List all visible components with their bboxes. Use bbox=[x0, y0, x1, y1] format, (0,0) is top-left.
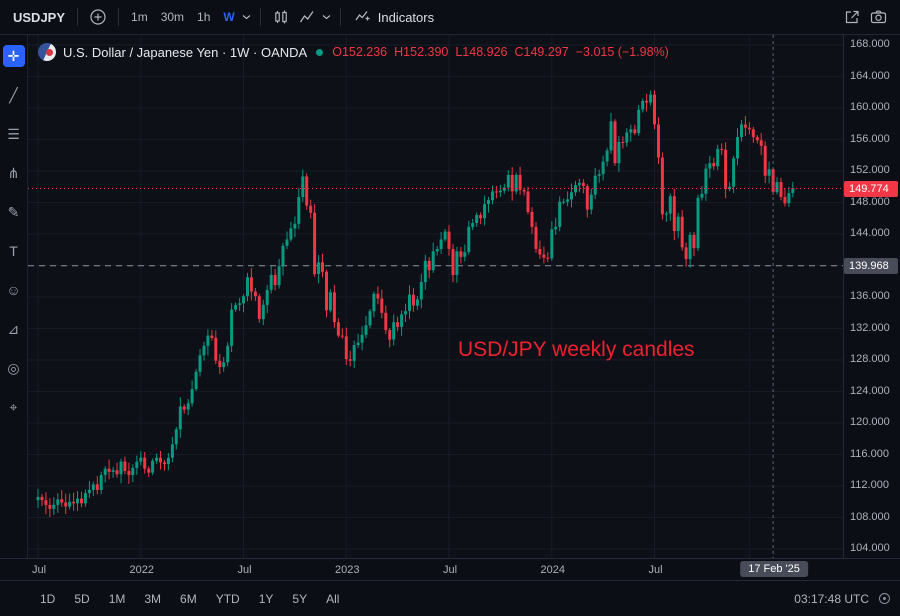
market-status-dot bbox=[316, 48, 324, 56]
price-tick: 128.000 bbox=[850, 353, 890, 365]
legend-title[interactable]: U.S. Dollar / Japanese Yen · 1W · OANDA bbox=[63, 44, 308, 60]
time-axis[interactable]: 17 Feb '25 Jul 2022 Jul 2023 Jul 2024 Jul bbox=[0, 558, 900, 580]
interval-group: 1m 30m 1h W bbox=[126, 8, 240, 26]
time-tick-Jul: Jul bbox=[648, 564, 663, 576]
interval-W[interactable]: W bbox=[223, 10, 235, 24]
legend-open: O152.236 bbox=[332, 45, 388, 59]
toolbar-divider bbox=[77, 8, 79, 26]
chevron-down-icon[interactable] bbox=[240, 12, 253, 22]
symbol-button[interactable]: USDJPY bbox=[8, 10, 70, 25]
range-3m-button[interactable]: 3M bbox=[144, 591, 162, 606]
brush-tool-icon[interactable]: ✎ bbox=[7, 203, 20, 220]
legend-low: L148.926 bbox=[455, 45, 508, 59]
settings-gear-icon[interactable] bbox=[879, 593, 890, 604]
time-tick-Jul: Jul bbox=[237, 564, 252, 576]
range-1y-button[interactable]: 1Y bbox=[258, 591, 274, 606]
range-5y-button[interactable]: 5Y bbox=[292, 591, 308, 606]
price-tick: 108.000 bbox=[850, 510, 890, 523]
screenshot-camera-icon[interactable] bbox=[865, 5, 892, 29]
indicators-icon bbox=[354, 7, 371, 27]
price-tick: 152.000 bbox=[850, 164, 890, 176]
price-tick: 112.000 bbox=[850, 479, 889, 491]
range-1d-button[interactable]: 1D bbox=[40, 591, 56, 606]
legend-change: −3.015 (−1.98%) bbox=[575, 45, 669, 59]
interval-1h[interactable]: 1h bbox=[197, 10, 211, 24]
top-toolbar: USDJPY 1m 30m 1h W Indicators bbox=[0, 0, 900, 35]
main-area: ✛ ╱ ☰ ⋔ ✎ T ☺ ⊿ ◎ ⌖ U.S. Dollar / Japanese Yen · … bbox=[0, 35, 900, 558]
interval-1m[interactable]: 1m bbox=[131, 10, 148, 24]
range-all-button[interactable]: All bbox=[326, 591, 340, 606]
chart-legend: U.S. Dollar / Japanese Yen · 1W · OANDA … bbox=[38, 43, 669, 61]
toolbar-divider bbox=[339, 8, 341, 26]
price-tick: 144.000 bbox=[850, 227, 890, 239]
price-tick: 156.000 bbox=[850, 132, 890, 145]
range-ytd-button[interactable]: YTD bbox=[215, 591, 240, 606]
magnet-tool-icon[interactable]: ⌖ bbox=[9, 398, 18, 415]
range-5d-button[interactable]: 5D bbox=[74, 591, 90, 606]
price-tick: 168.000 bbox=[850, 38, 890, 50]
interval-30m[interactable]: 30m bbox=[160, 10, 185, 24]
time-tick-Jul: Jul bbox=[31, 564, 47, 576]
chart-type-icon[interactable] bbox=[294, 5, 320, 29]
crosshair-date-label: 17 Feb '25 bbox=[740, 561, 808, 577]
chevron-down-icon[interactable] bbox=[320, 12, 333, 22]
drawing-toolbar: ✛ ╱ ☰ ⋔ ✎ T ☺ ⊿ ◎ ⌖ bbox=[0, 35, 28, 558]
legend-high: H152.390 bbox=[394, 45, 449, 59]
clock-utc[interactable]: 03:17:48 UTC bbox=[794, 591, 869, 606]
trend-line-tool-icon[interactable]: ╱ bbox=[9, 86, 18, 103]
candlestick-style-icon[interactable] bbox=[268, 5, 294, 29]
price-tick: 104.000 bbox=[850, 542, 890, 554]
text-tool-icon[interactable]: T bbox=[9, 243, 18, 259]
indicators-button[interactable]: Indicators bbox=[348, 6, 440, 28]
range-6m-button[interactable]: 6M bbox=[180, 591, 197, 606]
price-tick: 136.000 bbox=[850, 290, 890, 302]
price-tick: 124.000 bbox=[850, 384, 890, 397]
price-tick: 116.000 bbox=[850, 447, 889, 460]
price-tick: 120.000 bbox=[850, 416, 890, 428]
emoji-tool-icon[interactable]: ☺ bbox=[6, 282, 21, 298]
fib-retracement-tool-icon[interactable]: ☰ bbox=[7, 125, 20, 142]
range-1m-button[interactable]: 1M bbox=[108, 591, 126, 606]
bottom-toolbar: 1D 5D 1M 3M 6M YTD 1Y 5Y All 03:17:48 UTC bbox=[0, 580, 900, 616]
legend-close: C149.297 bbox=[514, 45, 569, 59]
time-tick-2022: 2022 bbox=[129, 564, 154, 576]
zoom-tool-icon[interactable]: ◎ bbox=[7, 359, 20, 376]
time-tick-Jul: Jul bbox=[442, 564, 458, 576]
date-range-group: 1D 5D 1M 3M 6M YTD 1Y 5Y All bbox=[40, 592, 339, 606]
crosshair-tool-icon[interactable]: ✛ bbox=[2, 45, 25, 67]
toolbar-divider bbox=[118, 8, 120, 26]
price-tick: 132.000 bbox=[850, 321, 890, 334]
price-tick: 164.000 bbox=[850, 69, 890, 82]
price-axis[interactable]: 149.774 139.968 168.000 164.000 160.000 156… bbox=[843, 35, 900, 558]
pitchfork-tool-icon[interactable]: ⋔ bbox=[7, 164, 20, 181]
price-tick: 148.000 bbox=[850, 195, 890, 208]
instrument-logo bbox=[38, 43, 56, 61]
price-level-label: 139.968 bbox=[844, 257, 898, 274]
time-tick-2023: 2023 bbox=[335, 564, 360, 576]
chart-area[interactable]: U.S. Dollar / Japanese Yen · 1W · OANDA … bbox=[28, 35, 843, 558]
last-price-label: 149.774 bbox=[844, 180, 898, 197]
measure-tool-icon[interactable]: ⊿ bbox=[7, 320, 20, 337]
compare-add-icon[interactable] bbox=[85, 5, 111, 29]
open-popup-icon[interactable] bbox=[839, 5, 865, 29]
time-tick-2024: 2024 bbox=[540, 564, 565, 576]
indicators-label: Indicators bbox=[377, 9, 435, 25]
price-tick: 160.000 bbox=[850, 101, 890, 113]
toolbar-divider bbox=[259, 8, 261, 26]
chart-annotation-text[interactable]: USD/JPY weekly candles bbox=[458, 338, 695, 361]
candlestick-plot[interactable] bbox=[28, 35, 843, 558]
